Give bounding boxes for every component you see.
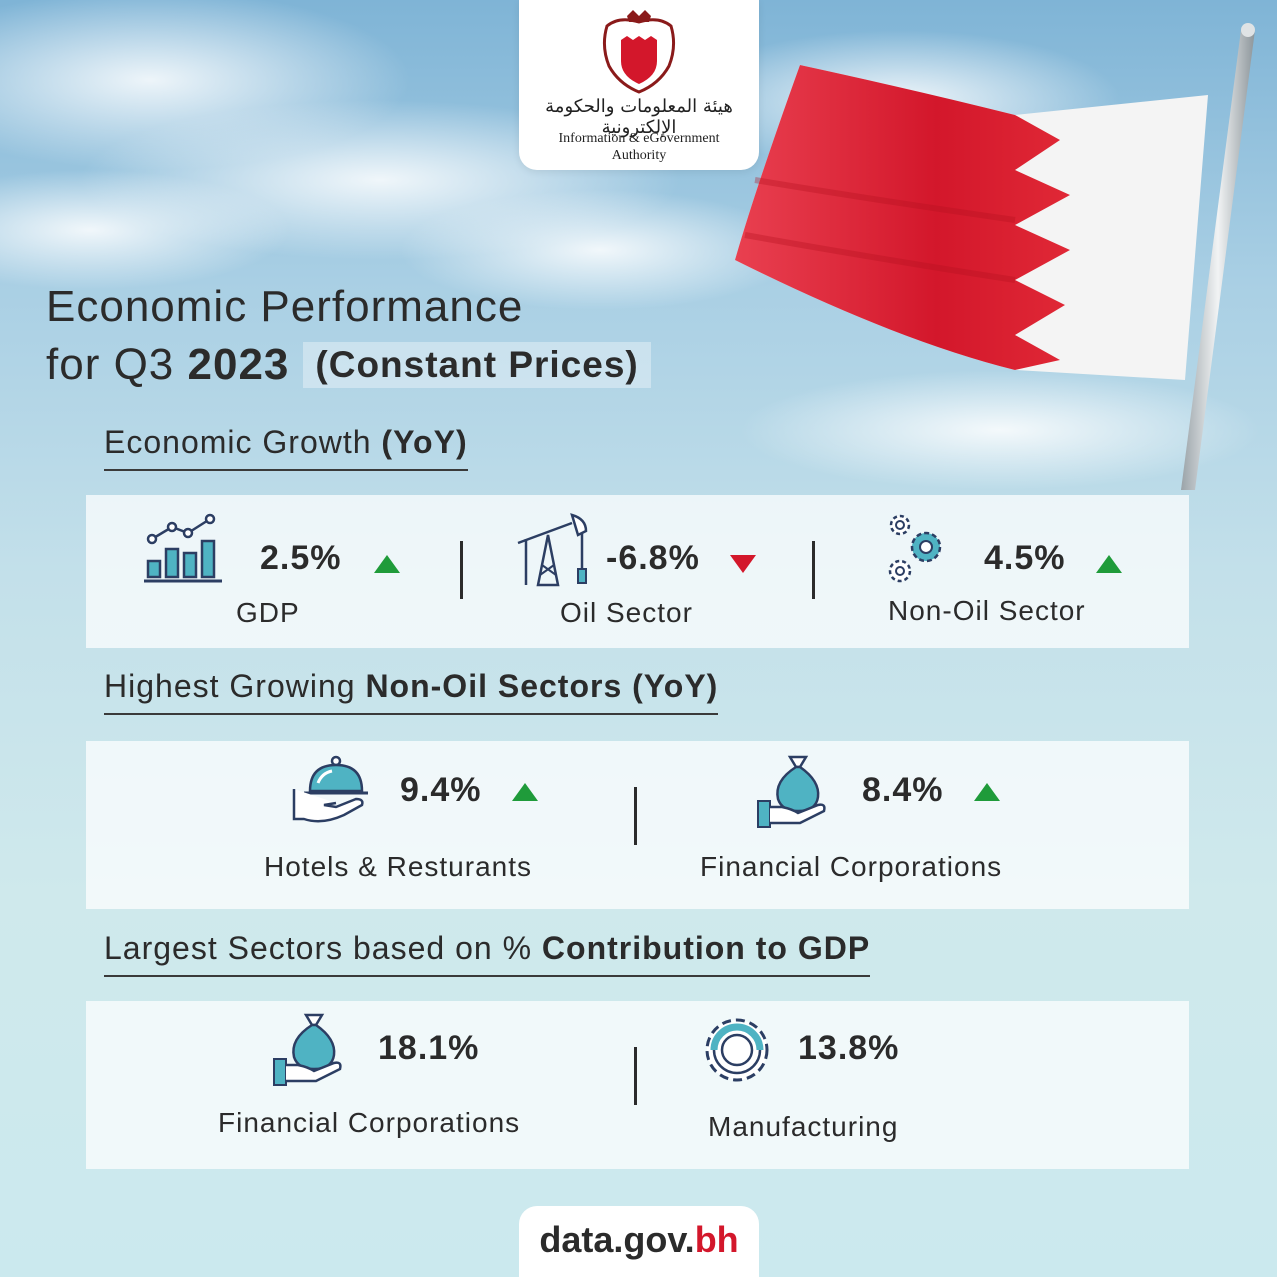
- divider: [460, 541, 463, 599]
- bar-chart-icon: [144, 513, 222, 583]
- title-line-1: Economic Performance: [46, 282, 524, 331]
- oil-sector-growth-value: -6.8%: [606, 539, 700, 577]
- website-domain-suffix: bh: [694, 1219, 739, 1260]
- money-bag-hand-icon: [273, 1013, 342, 1086]
- trend-down-icon: [730, 555, 756, 573]
- bahrain-emblem-icon: [602, 10, 676, 94]
- oil-pump-icon: [517, 513, 588, 587]
- highest-growing-panel: 9.4% Hotels & Resturants 8.4% Financial …: [86, 741, 1189, 909]
- page-title: Economic Performance for Q3 2023 (Consta…: [46, 278, 651, 394]
- manufacturing-share-value: 13.8%: [798, 1029, 900, 1067]
- gear-icon: [705, 1018, 769, 1082]
- financial-label: Financial Corporations: [700, 851, 1003, 882]
- logo-arabic-name: هيئة المعلومات والحكومة الإلكترونية: [545, 96, 733, 138]
- money-bag-hand-icon: [757, 755, 826, 828]
- manufacturing-label: Manufacturing: [708, 1111, 899, 1142]
- trend-up-icon: [1096, 555, 1122, 573]
- non-oil-sector-label: Non-Oil Sector: [888, 595, 1086, 626]
- cloche-icon: [292, 755, 368, 823]
- website-link[interactable]: data.gov.bh: [519, 1206, 759, 1277]
- non-oil-sector-growth-value: 4.5%: [984, 539, 1066, 577]
- financial-growth-value: 8.4%: [862, 771, 944, 809]
- trend-up-icon: [974, 783, 1000, 801]
- logo-english-name: Information & eGovernment Authority: [558, 131, 720, 163]
- divider: [634, 1047, 637, 1105]
- hotels-label: Hotels & Resturants: [264, 851, 532, 882]
- section-heading-growth: Economic Growth (YoY): [104, 424, 468, 471]
- website-domain: data.gov.: [539, 1219, 695, 1260]
- section-heading-largest: Largest Sectors based on % Contribution …: [104, 930, 871, 977]
- section-heading-highest-growing: Highest Growing Non-Oil Sectors (YoY): [104, 668, 719, 715]
- financial-share-value: 18.1%: [378, 1029, 480, 1067]
- gdp-growth-value: 2.5%: [260, 539, 342, 577]
- financial-share-label: Financial Corporations: [218, 1107, 521, 1138]
- growth-panel: 2.5% GDP -6.8% Oil Sector 4.5% Non-Oil S…: [86, 495, 1189, 648]
- title-period: for Q3: [46, 340, 175, 389]
- trend-up-icon: [512, 783, 538, 801]
- divider: [634, 787, 637, 845]
- gdp-label: GDP: [236, 597, 300, 628]
- title-year: 2023: [187, 340, 290, 389]
- trend-up-icon: [374, 555, 400, 573]
- hotels-growth-value: 9.4%: [400, 771, 482, 809]
- divider: [812, 541, 815, 599]
- authority-logo: هيئة المعلومات والحكومة الإلكترونية Info…: [519, 0, 759, 170]
- title-subtitle: (Constant Prices): [303, 342, 651, 388]
- oil-sector-label: Oil Sector: [560, 597, 693, 628]
- gears-icon: [888, 514, 942, 583]
- bahrain-flag: [735, 23, 1255, 490]
- title-line-2: for Q3 2023 (Constant Prices): [46, 336, 651, 394]
- largest-sectors-panel: 18.1% Financial Corporations 13.8% Manuf…: [86, 1001, 1189, 1169]
